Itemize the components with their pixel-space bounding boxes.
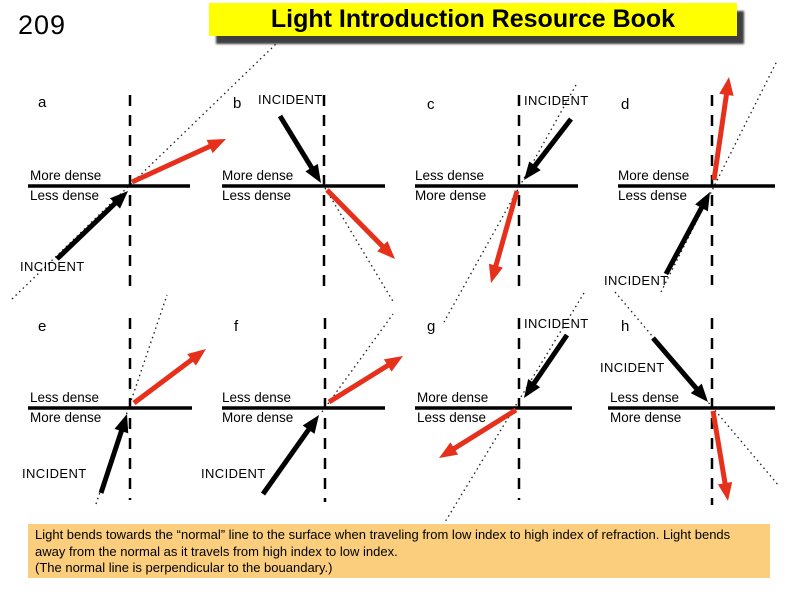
undeviated-path-e: [95, 294, 168, 505]
panel-a: [11, 41, 279, 300]
refracted-ray-a-shaft: [130, 142, 216, 185]
incident-ray-f: [260, 415, 319, 496]
refracted-ray-h: [710, 410, 733, 501]
incident-ray-b-shaft: [277, 114, 317, 174]
refracted-ray-g-shaft: [448, 407, 518, 454]
panel-f: [222, 313, 403, 502]
footer-line-2: away from the normal as it travels from …: [35, 543, 398, 559]
incident-ray-a-shaft: [55, 198, 121, 261]
refracted-ray-h-shaft: [710, 410, 729, 489]
refracted-ray-g: [439, 407, 518, 458]
title-banner: Light Introduction Resource Book: [209, 3, 737, 36]
footer-line-1: Light bends towards the “normal” line to…: [35, 527, 731, 542]
incident-ray-h-head: [690, 383, 708, 402]
incident-ray-a: [55, 191, 128, 261]
incident-ray-f-shaft: [260, 424, 314, 496]
incident-ray-g-head: [524, 379, 541, 398]
incident-ray-d-head: [695, 192, 710, 212]
panel-d: [618, 60, 778, 293]
footer-note: Light bends towards the “normal” line to…: [28, 524, 770, 578]
refracted-ray-c: [488, 190, 520, 283]
refracted-ray-e-shaft: [132, 354, 198, 405]
incident-ray-d: [663, 192, 710, 276]
incident-ray-c: [524, 117, 573, 180]
incident-ray-g: [524, 333, 570, 398]
incident-ray-b-head: [305, 163, 321, 183]
refracted-ray-d-shaft: [711, 89, 730, 181]
panel-g: [415, 292, 585, 523]
refracted-ray-b: [325, 188, 395, 259]
undeviated-path-f: [321, 313, 394, 413]
refracted-ray-a-head: [206, 139, 226, 154]
refracted-ray-e-head: [187, 349, 206, 366]
refracted-ray-b-head: [377, 241, 395, 259]
undeviated-path-d: [660, 60, 778, 293]
refracted-ray-f-shaft: [327, 360, 394, 405]
panel-h: [608, 291, 780, 505]
incident-ray-e-head: [114, 414, 129, 434]
incident-ray-b: [277, 114, 321, 183]
refracted-ray-g-head: [439, 442, 459, 458]
incident-ray-a-head: [109, 191, 128, 209]
panel-b: [222, 95, 395, 304]
incident-ray-c-shaft: [529, 117, 573, 172]
incident-ray-h-shaft: [651, 336, 702, 394]
incident-ray-e: [98, 414, 129, 494]
incident-ray-f-head: [302, 415, 319, 434]
refracted-ray-f: [327, 356, 403, 405]
incident-ray-h: [651, 336, 708, 402]
undeviated-path-c: [443, 84, 577, 323]
refracted-ray-a: [130, 139, 226, 185]
incident-ray-e-shaft: [98, 425, 126, 494]
banner-title: Light Introduction Resource Book: [270, 5, 676, 33]
page-number: 209: [18, 10, 67, 40]
incident-ray-d-shaft: [663, 202, 707, 276]
refracted-ray-d: [711, 77, 734, 181]
refracted-ray-b-shaft: [325, 188, 388, 252]
panel-c: [415, 84, 578, 323]
panel-e: [28, 294, 206, 505]
incident-ray-c-head: [524, 161, 541, 180]
refracted-ray-c-head: [488, 263, 503, 283]
footer-line-3: (The normal line is perpendicular to the…: [35, 560, 333, 575]
incident-ray-g-shaft: [529, 333, 570, 389]
refracted-ray-c-shaft: [492, 190, 520, 272]
refracted-ray-e: [132, 349, 206, 405]
refracted-ray-d-head: [719, 77, 734, 96]
refracted-ray-f-head: [383, 356, 403, 372]
undeviated-path-a: [11, 41, 279, 300]
refracted-ray-h-head: [717, 482, 733, 501]
